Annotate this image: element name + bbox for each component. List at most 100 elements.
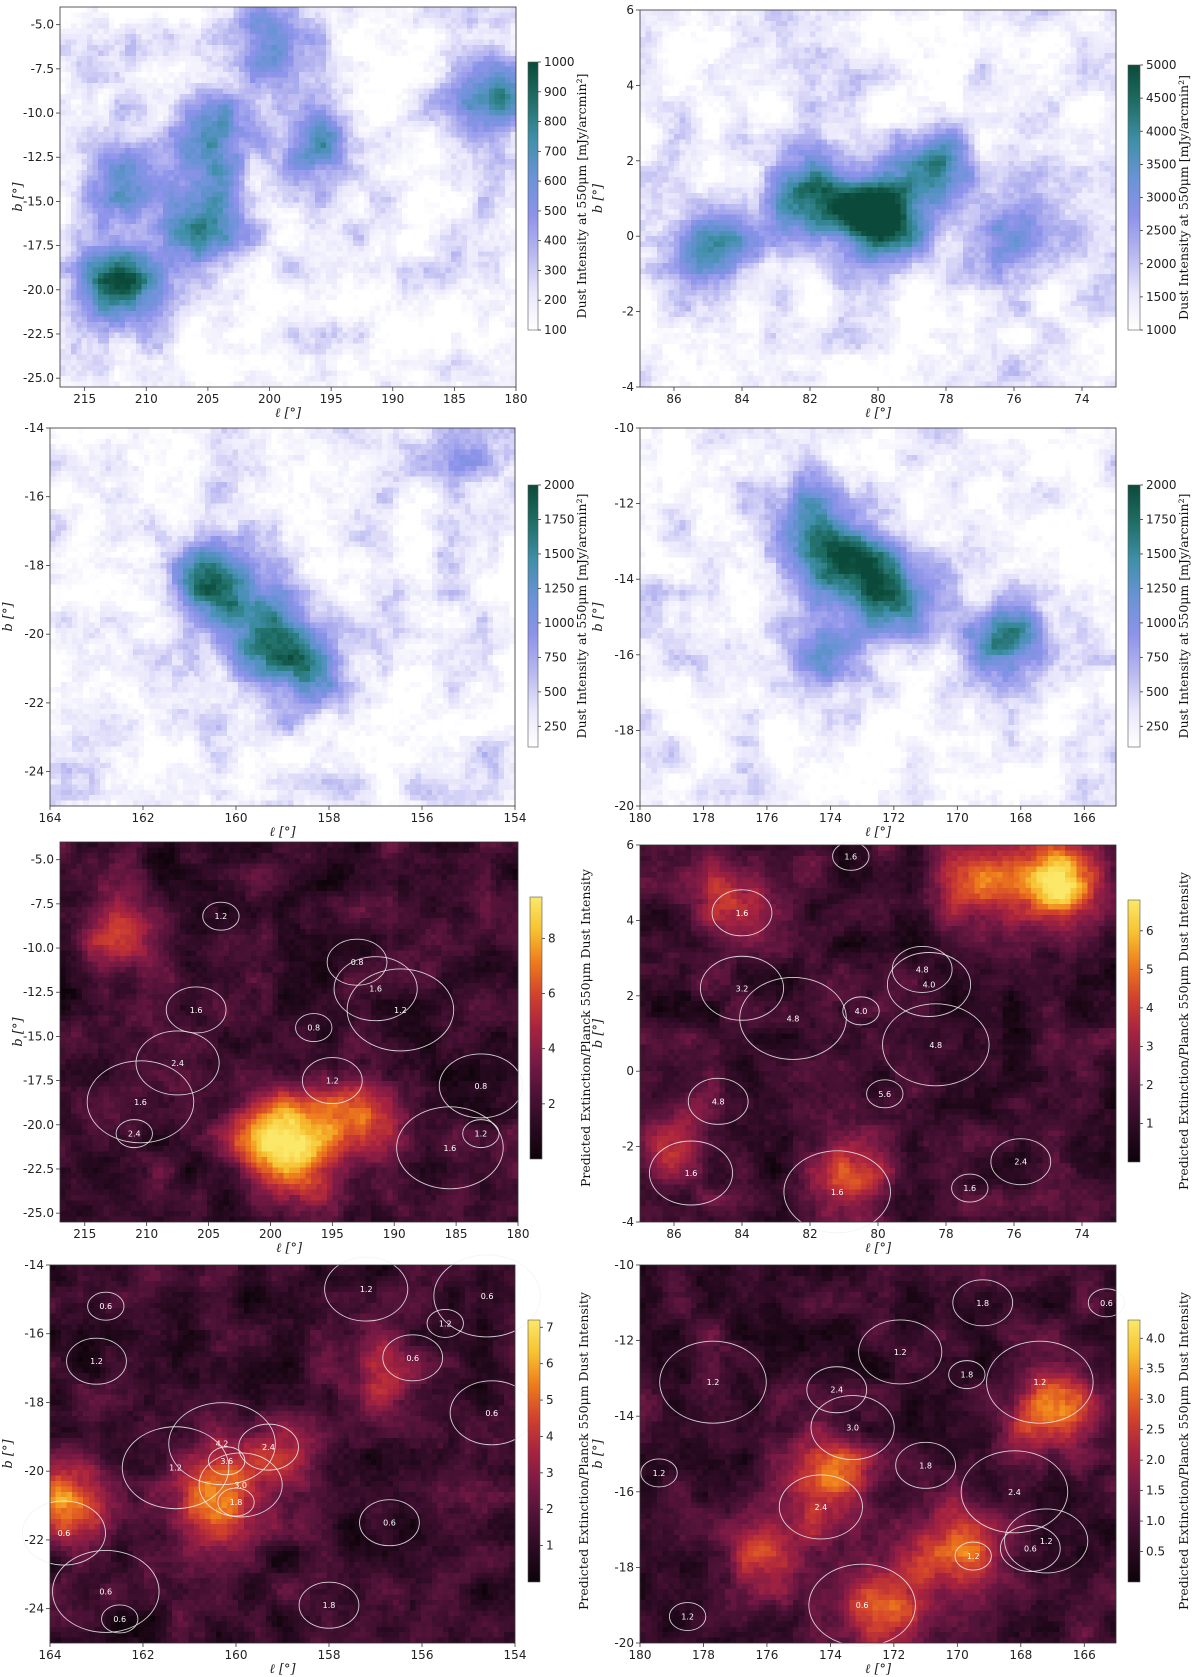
contour-line [954,1541,992,1571]
contour-label: 4.2 [216,1440,229,1449]
x-axis-label: ℓ [°] [865,825,892,840]
colorbar-tick-label: 250 [1146,719,1169,733]
contour-line [810,1395,895,1460]
x-tick-label: 174 [819,811,842,825]
x-axis-label: ℓ [°] [865,406,892,421]
contour-line [842,996,880,1026]
contour-line [832,841,870,871]
colorbar-tick-label: 750 [1146,650,1169,664]
contour-label: 1.2 [360,1285,373,1294]
y-tick-label: -14 [614,1409,634,1423]
contour-line [238,1423,299,1471]
contour-label: 0.6 [383,1519,396,1528]
x-tick-label: 80 [870,392,885,406]
colorbar-tick-label: 4 [548,1042,556,1056]
heatmap-image [50,428,515,806]
contour-line [951,1173,989,1203]
contour-label: 0.8 [307,1024,320,1033]
x-tick-label: 176 [755,811,778,825]
x-tick-label: 180 [629,811,652,825]
y-axis-label: b [°] [591,183,606,213]
y-tick-label: -24 [24,1602,44,1616]
panel-row4-right: 0.61.81.21.21.82.43.01.21.21.82.42.41.20… [591,1258,1191,1677]
contour-label: 4.8 [916,965,929,974]
colorbar-tick-label: 1500 [1146,290,1177,304]
y-tick-label: -12 [614,1334,634,1348]
contour-label: 1.2 [967,1552,980,1561]
contour-line [324,1256,409,1322]
colorbar-tick-label: 1000 [1146,323,1177,337]
contour-label: 1.2 [681,1613,694,1622]
colorbar-tick-label: 3.5 [1146,1362,1165,1376]
x-tick-label: 174 [819,1648,842,1662]
colorbar-label: Predicted Extinction/Planck 550μm Dust I… [1176,871,1191,1190]
contour-label: 0.6 [99,1587,112,1596]
y-tick-label: -10 [614,421,634,435]
contour-line [66,1337,127,1385]
contour-label: 3.2 [736,984,749,993]
contour-label: 2.4 [128,1130,141,1139]
x-tick-label: 185 [443,392,466,406]
colorbar [1127,899,1141,1163]
y-tick-label: -25.0 [23,371,54,385]
x-axis-label: ℓ [°] [275,406,302,421]
y-tick-label: -17.5 [23,1074,54,1088]
contour-line [168,1402,276,1486]
axes-frame [49,427,516,807]
y-tick-label: 4 [626,78,634,92]
contour-line [52,1550,160,1633]
contour-label: 0.6 [481,1292,494,1301]
y-tick-label: -22.5 [23,1162,54,1176]
heatmap-image [640,845,1116,1222]
contour-line [135,1030,220,1096]
contour-label: 1.2 [90,1357,103,1366]
y-tick-label: -20 [24,627,44,641]
colorbar-tick-label: 2000 [544,478,575,492]
contour-label: 1.6 [831,1188,844,1197]
contour-line [1087,1288,1126,1318]
colorbar-tick-label: 1750 [1146,512,1177,526]
contour-label: 0.6 [99,1302,112,1311]
contour-label: 0.6 [1024,1545,1037,1554]
x-tick-label: 172 [882,1648,905,1662]
contour-label: 1.2 [439,1319,452,1328]
contour-line [960,1450,1069,1534]
colorbar-tick-label: 2 [1146,1078,1154,1092]
x-tick-label: 205 [196,392,219,406]
contour-line [101,1604,139,1634]
x-tick-label: 76 [1006,392,1021,406]
colorbar-label: Predicted Extinction/Planck 550μm Dust I… [576,1291,591,1610]
contour-line [198,1452,283,1518]
y-tick-label: -15.0 [23,194,54,208]
contour-line [326,938,388,986]
colorbar [527,1319,541,1583]
colorbar-tick-label: 2.5 [1146,1423,1165,1437]
contour-line [648,1140,734,1206]
x-tick-label: 164 [39,811,62,825]
y-tick-label: -5.0 [31,853,54,867]
contour-line [999,1525,1061,1572]
colorbar-tick-label: 3000 [1146,191,1177,205]
x-tick-label: 166 [1073,811,1096,825]
x-tick-label: 190 [383,1227,406,1241]
contour-line [659,1340,767,1424]
colorbar-tick-label: 2 [546,1502,554,1516]
x-tick-label: 158 [318,1648,341,1662]
x-tick-label: 156 [411,1648,434,1662]
colorbar-tick-label: 500 [1146,685,1169,699]
x-tick-label: 84 [734,1227,749,1241]
contour-line [295,1013,333,1043]
x-tick-label: 80 [870,1227,885,1241]
y-tick-label: -15.0 [23,1029,54,1043]
y-tick-label: 6 [626,3,634,17]
y-tick-label: -10.0 [23,941,54,955]
contour-label: 0.8 [351,958,364,967]
contour-label: 1.8 [230,1498,243,1507]
y-tick-label: -17.5 [23,239,54,253]
y-tick-label: -10.0 [23,106,54,120]
x-tick-label: 190 [381,392,404,406]
y-tick-label: -12.5 [23,150,54,164]
colorbar-label: Dust Intensity at 550μm [mJy/arcmin²] [574,74,589,319]
contour-label: 2.4 [171,1059,184,1068]
contour-line [882,1003,990,1087]
